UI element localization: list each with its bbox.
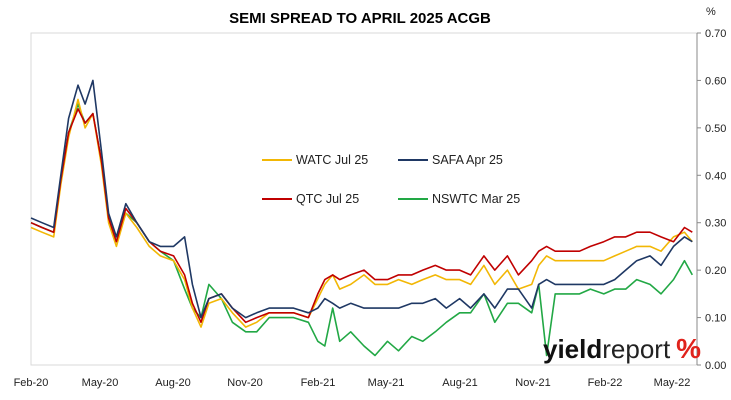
- chart-title: SEMI SPREAD TO APRIL 2025 ACGB: [229, 10, 491, 27]
- legend-label-qtc: QTC Jul 25: [296, 192, 359, 206]
- x-tick-label: May-20: [82, 377, 119, 389]
- x-tick-label: Aug-21: [442, 377, 477, 389]
- legend-item-qtc: QTC Jul 25: [262, 192, 359, 206]
- y-tick-label: 0.00: [705, 360, 726, 372]
- y-tick-label: 0.50: [705, 123, 726, 135]
- legend-item-nswtc: NSWTC Mar 25: [398, 192, 520, 206]
- series-line-safa: [30, 79, 693, 319]
- y-axis-ticks: 0.70 0.60 0.50 0.40 0.30 0.20 0.10 0.00: [697, 28, 726, 372]
- y-tick-label: 0.60: [705, 75, 726, 87]
- legend-label-watc: WATC Jul 25: [296, 153, 368, 167]
- plot-area: [30, 32, 698, 366]
- legend-label-safa: SAFA Apr 25: [432, 153, 503, 167]
- x-tick-label: Nov-21: [515, 377, 550, 389]
- y-axis-unit: %: [706, 6, 716, 18]
- y-tick-label: 0.70: [705, 28, 726, 40]
- x-tick-label: Feb-22: [588, 377, 623, 389]
- x-tick-label: Aug-20: [155, 377, 190, 389]
- legend-item-watc: WATC Jul 25: [262, 153, 368, 167]
- y-tick-label: 0.40: [705, 170, 726, 182]
- y-tick-label: 0.30: [705, 218, 726, 230]
- x-tick-label: Feb-21: [301, 377, 336, 389]
- x-tick-label: Nov-20: [227, 377, 262, 389]
- x-tick-label: May-21: [368, 377, 405, 389]
- series-lines: [30, 79, 694, 357]
- legend-item-safa: SAFA Apr 25: [398, 153, 503, 167]
- legend-label-nswtc: NSWTC Mar 25: [432, 192, 520, 206]
- x-tick-label: May-22: [654, 377, 691, 389]
- yieldreport-logo: yieldreport%: [543, 333, 701, 364]
- x-axis-ticks: Feb-20 May-20 Aug-20 Nov-20 Feb-21 May-21 Aug-…: [14, 377, 691, 389]
- series-line-watc: [30, 98, 693, 328]
- series-line-qtc: [30, 108, 693, 324]
- y-tick-label: 0.10: [705, 313, 726, 325]
- legend: WATC Jul 25 SAFA Apr 25 QTC Jul 25 NSWTC…: [262, 153, 520, 206]
- y-tick-label: 0.20: [705, 265, 726, 277]
- x-tick-label: Feb-20: [14, 377, 49, 389]
